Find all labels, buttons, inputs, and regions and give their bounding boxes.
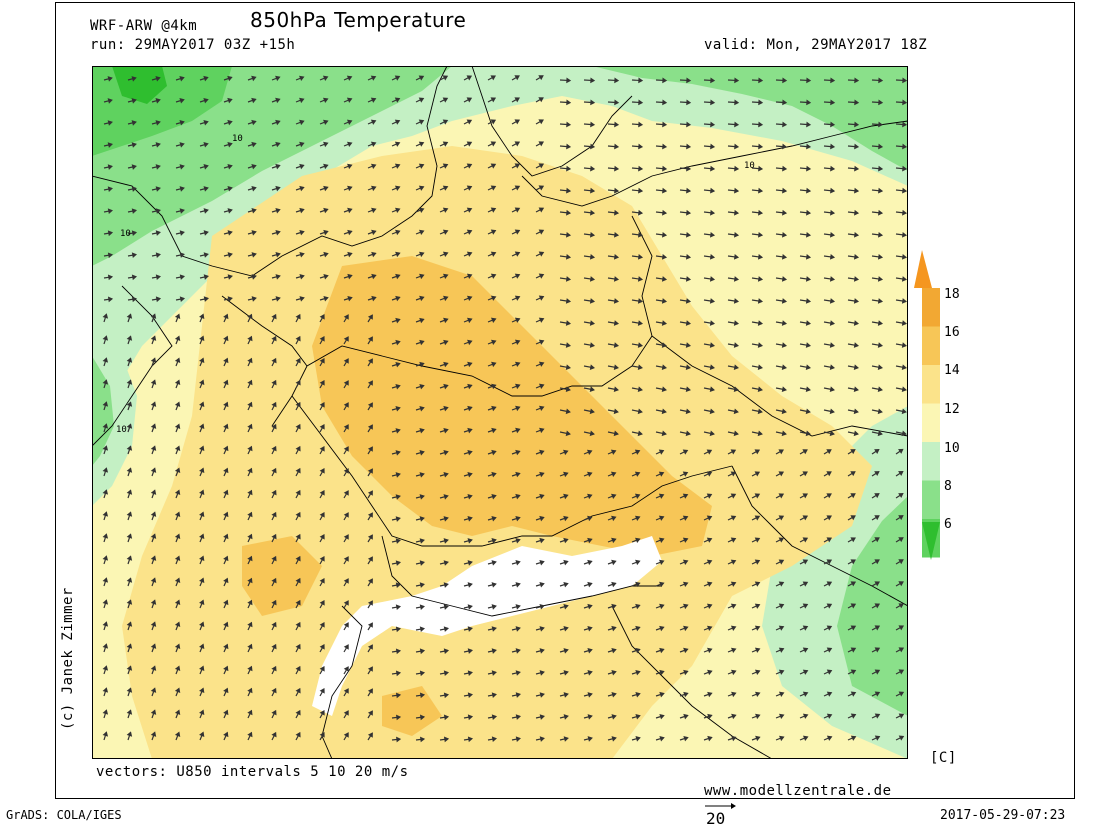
legend-band: [922, 403, 940, 442]
legend-band: [922, 442, 940, 481]
vectors-note: vectors: U850 intervals 5 10 20 m/s: [96, 764, 409, 780]
temperature-map: 10 10 10 10: [92, 66, 908, 759]
run-label: run: 29MAY2017 03Z +15h: [90, 37, 296, 53]
legend-band: [922, 365, 940, 404]
contour-label-d: 10: [744, 161, 755, 171]
wind-vectors: [102, 75, 908, 743]
reference-vector-value: 20: [706, 809, 726, 828]
legend-tick: 10: [944, 441, 960, 456]
color-legend: 18 16 14 12 10 8 6: [914, 250, 960, 560]
timestamp-label: 2017-05-29-07:23: [940, 808, 1066, 823]
valid-label: valid: Mon, 29MAY2017 18Z: [704, 37, 928, 53]
legend-tick: 6: [944, 517, 952, 532]
model-label: WRF-ARW @4km: [90, 18, 198, 34]
reference-vector-icon: [705, 803, 736, 809]
figure-frame: [55, 2, 1075, 799]
legend-tick: 12: [944, 402, 960, 417]
contour-label-b: 10: [120, 229, 131, 239]
legend-top-arrow: [914, 250, 932, 288]
website-label: www.modellzentrale.de: [704, 783, 892, 799]
grads-label: GrADS: COLA/IGES: [6, 808, 122, 822]
legend-band: [922, 480, 940, 519]
legend-tick: 14: [944, 363, 960, 378]
map-title: 850hPa Temperature: [250, 8, 467, 32]
credit-label: (c) Janek Zimmer: [60, 587, 76, 730]
contour-label-a: 10: [232, 134, 243, 144]
contour-label-c: 10: [116, 425, 127, 435]
legend-band: [922, 326, 940, 365]
legend-tick: 18: [944, 287, 960, 302]
legend-tick: 16: [944, 325, 960, 340]
legend-band: [922, 288, 940, 327]
legend-bottom-arrow: [922, 522, 940, 560]
legend-tick: 8: [944, 479, 952, 494]
unit-label: [C]: [930, 750, 957, 766]
